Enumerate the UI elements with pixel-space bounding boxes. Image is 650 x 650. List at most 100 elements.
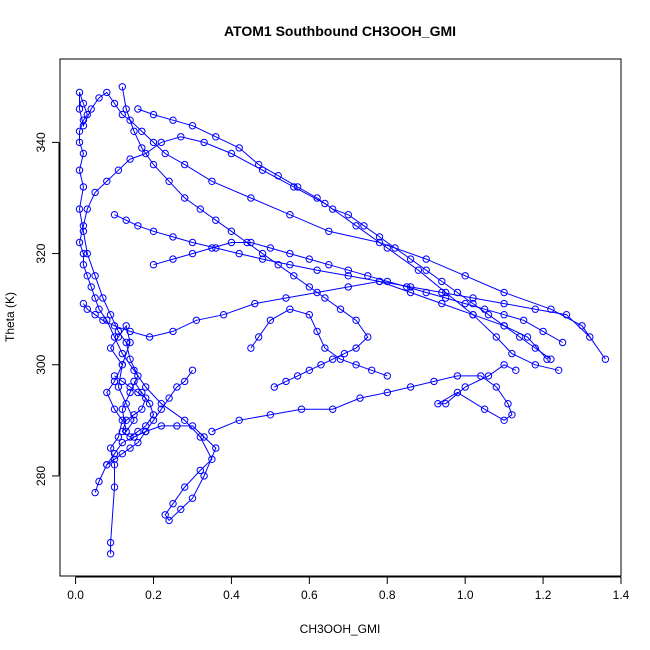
data-point (196, 466, 205, 475)
data-point (103, 461, 111, 469)
data-point (126, 155, 134, 163)
y-tick-label: 320 (34, 243, 48, 263)
data-point (293, 372, 302, 380)
data-point (79, 122, 88, 130)
data-point (562, 311, 571, 319)
data-point (122, 322, 130, 330)
data-point (110, 405, 119, 413)
data-point (157, 400, 166, 408)
data-point (95, 477, 103, 486)
data-point (106, 444, 115, 452)
data-point (138, 144, 146, 152)
data-point (79, 99, 88, 108)
data-point (188, 238, 197, 247)
data-point (297, 405, 306, 413)
data-point (364, 272, 372, 280)
data-point (142, 394, 150, 402)
data-point (79, 249, 88, 258)
data-point (130, 433, 138, 441)
data-point (461, 272, 469, 280)
data-point (403, 283, 411, 291)
data-point (110, 99, 119, 108)
data-point (484, 311, 493, 319)
y-tick-label: 340 (34, 132, 48, 152)
data-point (138, 405, 146, 413)
data-point (138, 127, 146, 136)
data-point (305, 366, 313, 374)
data-point (266, 411, 275, 419)
data-point (196, 205, 205, 213)
data-point (352, 222, 360, 230)
data-point (134, 438, 142, 447)
data-point (516, 333, 524, 341)
data-point (114, 166, 123, 174)
data-point (406, 288, 415, 297)
data-point (114, 383, 123, 391)
data-point (317, 361, 325, 369)
x-tick-label: 1.2 (535, 588, 552, 602)
data-point (586, 333, 594, 341)
data-point (352, 316, 360, 324)
data-point (110, 455, 119, 463)
data-point (79, 116, 88, 124)
x-tick-label: 0.8 (379, 588, 396, 602)
data-point (558, 338, 567, 347)
data-point (578, 322, 586, 330)
data-point (95, 305, 103, 313)
data-point (87, 283, 95, 291)
data-point (512, 366, 520, 374)
data-point (406, 383, 415, 391)
data-point (118, 427, 127, 436)
data-point (83, 249, 92, 258)
series-line-7 (153, 242, 563, 343)
data-point (375, 233, 384, 241)
data-point (122, 338, 130, 347)
data-point (290, 272, 298, 280)
data-point (208, 455, 216, 463)
data-point (344, 211, 352, 219)
data-point (83, 110, 92, 119)
data-point (212, 244, 220, 252)
data-point (110, 461, 119, 469)
data-point (461, 383, 469, 391)
y-tick-label: 300 (34, 354, 48, 374)
data-point (547, 305, 555, 313)
data-point (126, 433, 134, 441)
data-point (519, 316, 528, 324)
data-point (539, 327, 547, 336)
data-point (83, 272, 92, 280)
data-point (192, 316, 201, 324)
data-point (274, 172, 282, 180)
data-point (235, 144, 243, 152)
data-point (126, 327, 134, 336)
data-point (75, 166, 84, 174)
data-point (169, 500, 177, 508)
data-point (181, 416, 189, 424)
data-point (161, 511, 169, 519)
data-point (258, 249, 267, 258)
data-point (142, 427, 150, 436)
x-tick-label: 1.0 (457, 588, 474, 602)
data-point (149, 261, 158, 269)
data-point (352, 361, 360, 369)
data-point (157, 405, 166, 413)
data-point (173, 422, 181, 430)
data-point (169, 116, 177, 124)
data-point (235, 249, 243, 258)
data-point (480, 305, 489, 313)
data-point (305, 283, 313, 291)
data-point (442, 288, 450, 297)
data-point (110, 450, 119, 458)
data-point (91, 272, 99, 280)
data-point (227, 149, 236, 158)
data-point (149, 411, 158, 419)
data-point (87, 105, 95, 113)
data-point (305, 255, 313, 263)
data-point (523, 333, 532, 341)
y-axis: 280 300 320 340 (34, 132, 60, 486)
data-point (75, 88, 84, 97)
plot-frame (59, 58, 622, 577)
data-point (130, 366, 138, 374)
y-axis-label: Theta (K) (3, 292, 17, 342)
data-point (422, 266, 430, 274)
